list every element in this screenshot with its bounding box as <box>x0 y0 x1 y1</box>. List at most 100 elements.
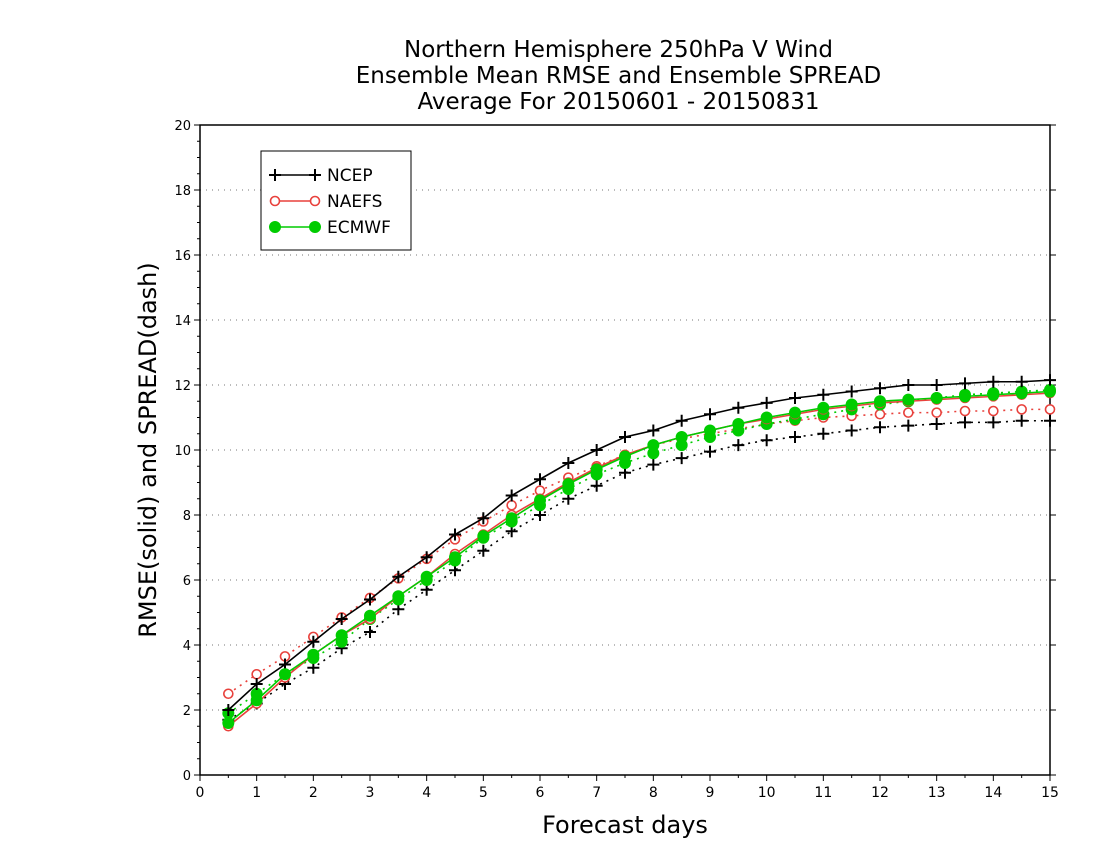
data-point-ncep-spread <box>1015 414 1028 427</box>
y-tick-label: 10 <box>174 444 191 459</box>
x-tick-label: 10 <box>758 785 776 801</box>
legend-marker-ncep <box>269 169 281 181</box>
x-tick-label: 0 <box>196 785 205 801</box>
data-point-ecmwf-rmse <box>449 551 461 564</box>
data-point-ncep-spread <box>1044 414 1056 427</box>
data-point-ncep-spread <box>845 424 858 437</box>
data-point-ecmwf-rmse <box>477 530 490 543</box>
legend-label-ncep: NCEP <box>327 166 373 186</box>
data-point-naefs-spread <box>903 407 914 418</box>
data-point-ecmwf-rmse <box>392 590 405 603</box>
legend-marker-naefs <box>269 195 281 207</box>
data-point-ncep-spread <box>760 434 773 447</box>
y-tick-label: 16 <box>174 249 191 264</box>
data-point-ecmwf-rmse <box>845 398 858 411</box>
data-point-ncep-rmse <box>250 678 263 690</box>
data-point-ncep-rmse <box>364 593 376 606</box>
x-axis-label: Forecast days <box>542 811 708 839</box>
data-point-ecmwf-rmse <box>987 388 1000 401</box>
data-point-ncep-spread <box>874 421 886 434</box>
data-point-ecmwf-rmse <box>1044 385 1056 398</box>
data-point-ncep-rmse <box>307 635 320 648</box>
data-point-ncep-rmse <box>732 401 745 414</box>
data-point-ncep-spread <box>789 431 801 443</box>
y-tick-label: 8 <box>183 509 191 524</box>
x-tick-label: 12 <box>871 785 889 801</box>
y-tick-label: 20 <box>174 119 191 134</box>
y-axis-label: RMSE(solid) and SPREAD(dash) <box>134 262 162 638</box>
data-point-ecmwf-rmse <box>704 424 716 437</box>
data-point-ncep-rmse <box>562 457 575 469</box>
chart-title-line-1: Northern Hemisphere 250hPa V Wind <box>404 37 833 63</box>
chart-title-line-2: Ensemble Mean RMSE and Ensemble SPREAD <box>355 63 882 89</box>
data-point-naefs-spread <box>874 408 886 420</box>
data-point-ecmwf-rmse <box>335 629 348 642</box>
data-point-ncep-rmse <box>222 704 235 716</box>
data-point-ncep-rmse <box>789 392 801 404</box>
x-tick-label: 5 <box>479 785 488 801</box>
data-point-ecmwf-rmse <box>505 512 518 525</box>
x-tick-label: 3 <box>366 785 375 801</box>
series-line-ecmwf-rmse <box>227 390 1051 724</box>
y-tick-label: 18 <box>174 184 191 199</box>
legend-marker-naefs <box>309 195 321 207</box>
data-point-ncep-spread <box>930 418 943 430</box>
data-point-ncep-rmse <box>874 382 886 395</box>
x-tick-label: 1 <box>252 785 261 801</box>
data-point-ncep-rmse <box>704 408 716 421</box>
legend-label-ecmwf: ECMWF <box>327 218 391 238</box>
data-point-ncep-rmse <box>1015 375 1028 388</box>
y-tick-label: 4 <box>183 639 191 654</box>
data-point-naefs-spread <box>223 688 234 700</box>
data-point-ecmwf-rmse <box>364 609 376 622</box>
y-tick-label: 14 <box>174 314 191 329</box>
data-point-ncep-rmse <box>930 379 943 391</box>
data-point-ecmwf-rmse <box>930 392 943 404</box>
x-tick-label: 8 <box>649 785 658 801</box>
data-point-ecmwf-rmse <box>874 395 886 408</box>
legend-label-naefs: NAEFS <box>327 192 382 212</box>
x-tick-label: 2 <box>309 785 318 801</box>
data-point-ncep-spread <box>704 445 716 458</box>
data-point-ecmwf-rmse <box>1015 387 1028 400</box>
data-point-ncep-rmse <box>534 473 546 486</box>
data-point-ncep-rmse <box>647 424 660 437</box>
data-point-naefs-spread <box>1044 404 1056 415</box>
data-point-naefs-spread <box>506 499 517 511</box>
data-point-ecmwf-rmse <box>250 694 263 707</box>
data-point-ecmwf-rmse <box>817 401 830 414</box>
x-tick-label: 4 <box>422 785 431 801</box>
data-point-ncep-spread <box>364 626 376 638</box>
data-point-naefs-spread <box>931 407 942 418</box>
data-point-ecmwf-rmse <box>562 478 575 491</box>
y-tick-label: 2 <box>183 704 191 719</box>
data-point-ecmwf-rmse <box>675 431 688 443</box>
data-point-naefs-spread <box>251 668 262 680</box>
data-point-ncep-rmse <box>675 414 688 427</box>
data-point-ecmwf-rmse <box>534 494 546 507</box>
y-tick-label: 12 <box>174 379 191 394</box>
data-point-ncep-rmse <box>817 388 830 401</box>
legend-marker-ncep <box>309 169 321 181</box>
data-point-ncep-rmse <box>619 431 631 443</box>
data-point-ecmwf-rmse <box>760 411 773 424</box>
x-tick-label: 7 <box>592 785 601 801</box>
data-point-ncep-rmse <box>1044 374 1056 387</box>
data-point-naefs-spread <box>988 405 999 417</box>
y-tick-label: 0 <box>183 769 191 784</box>
data-point-ecmwf-rmse <box>732 418 745 430</box>
data-point-ecmwf-rmse <box>222 717 235 729</box>
data-point-ecmwf-rmse <box>619 450 631 463</box>
series-line-ncep-rmse <box>227 379 1051 711</box>
data-point-ecmwf-rmse <box>647 439 660 452</box>
data-point-naefs-spread <box>1016 404 1027 415</box>
x-tick-label: 13 <box>928 785 946 801</box>
series-line-naefs-spread <box>227 408 1050 695</box>
x-tick-label: 14 <box>984 785 1002 801</box>
data-point-ncep-spread <box>902 419 915 432</box>
x-tick-label: 11 <box>814 785 832 801</box>
data-point-ecmwf-rmse <box>590 463 603 476</box>
series-line-naefs-rmse <box>227 392 1051 727</box>
data-point-ncep-rmse <box>590 444 603 456</box>
